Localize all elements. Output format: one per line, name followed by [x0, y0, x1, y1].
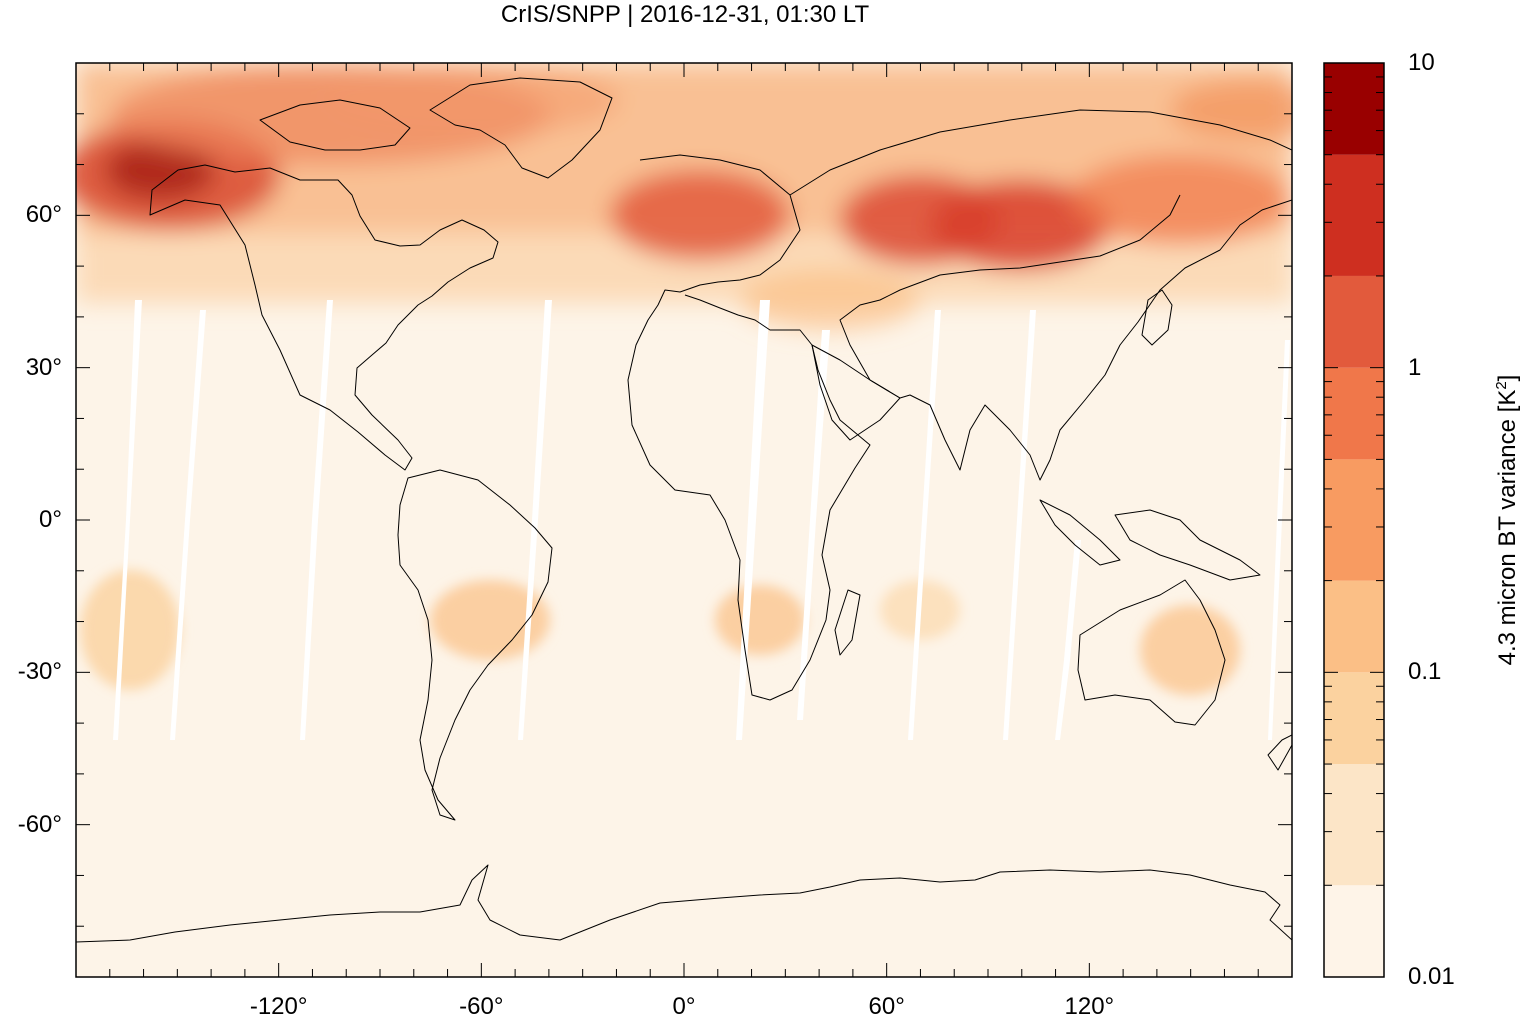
siberia-central-maximum: [930, 180, 1110, 270]
madagascar-coast: [834, 589, 861, 656]
orbit-gap: [1003, 310, 1036, 740]
colorbar-level: [1324, 275, 1384, 368]
antarctica-coast: [76, 864, 1292, 943]
lon-tick-label: 120°: [1064, 993, 1115, 1020]
coastlines: [76, 77, 1292, 943]
lon-tick-label: -60°: [459, 993, 504, 1020]
colorbar-level: [1324, 154, 1384, 276]
australia-patch: [1140, 605, 1240, 695]
variance-field: [76, 63, 1292, 977]
colorbar-frame: [1323, 62, 1385, 978]
orbit-gap: [518, 300, 552, 740]
colorbar-tick-label: 1: [1408, 353, 1422, 381]
colorbar-level: [1324, 580, 1384, 673]
south-pacific-patch: [80, 570, 180, 690]
alaska-core: [105, 140, 215, 200]
japan-coast: [1141, 289, 1173, 346]
colorbar-label: 4.3 micron BT variance [K2]: [1488, 375, 1522, 666]
greenland-band: [320, 65, 620, 135]
orbit-gap: [113, 300, 142, 740]
map-ticks: [76, 63, 1292, 977]
arctic-east-band: [1170, 80, 1292, 140]
orbit-gap: [736, 300, 770, 740]
new-zealand-coast: [1267, 734, 1292, 771]
colorbar-tick-label: 0.1: [1408, 658, 1442, 686]
south-africa-patch: [715, 585, 805, 655]
lon-tick-label: 60°: [868, 993, 905, 1020]
arctic-islands-coast: [259, 99, 411, 151]
plot-title: CrIS/SNPP | 2016-12-31, 01:30 LT: [500, 1, 870, 28]
asia-coast: [789, 109, 1292, 481]
orbit-gaps: [113, 300, 1290, 740]
maritime-continent-coast: [1039, 499, 1261, 581]
colorbar-level: [1324, 764, 1384, 886]
colorbar-tick-label: 0.01: [1408, 963, 1455, 990]
lon-tick-label: 0°: [672, 993, 696, 1020]
australia-coast: [1077, 579, 1226, 726]
colorbar-label-exponent: 2: [1493, 381, 1510, 390]
orbit-gap: [797, 330, 830, 720]
mideast-band: [740, 270, 920, 330]
colorbar-level: [1324, 459, 1384, 581]
lat-tick-label: 60°: [25, 201, 62, 229]
orbit-gap: [908, 310, 941, 740]
orbit-gap: [1268, 340, 1290, 740]
south-america-patch: [430, 580, 550, 660]
colorbar-ticks: [1324, 76, 1384, 978]
orbit-gap: [1055, 540, 1081, 740]
lat-tick-label: 0°: [39, 506, 62, 533]
colorbar-level: [1324, 63, 1384, 155]
orbit-gap: [170, 310, 206, 740]
orbit-gap: [300, 300, 333, 740]
lat-tick-label: 30°: [25, 353, 62, 381]
colorbar-level: [1324, 885, 1384, 977]
arabia-coast: [811, 344, 901, 441]
south-america-coast: [397, 469, 553, 821]
europe-maximum: [610, 170, 790, 260]
north-america-coast: [149, 164, 499, 471]
colorbar: [1324, 63, 1384, 977]
colorbar-level: [1324, 367, 1384, 460]
colorbar-tick-label: 10: [1408, 49, 1435, 76]
colorbar-label-text: 4.3 micron BT variance [K: [1494, 389, 1521, 666]
siberia-east-band: [1070, 155, 1290, 245]
lat-tick-label: -60°: [17, 810, 62, 838]
lat-tick-label: -30°: [17, 658, 62, 686]
colorbar-label-end: ]: [1494, 374, 1521, 382]
lon-tick-label: -120°: [249, 993, 308, 1020]
greenland-coast: [429, 77, 613, 179]
colorbar-level: [1324, 672, 1384, 765]
